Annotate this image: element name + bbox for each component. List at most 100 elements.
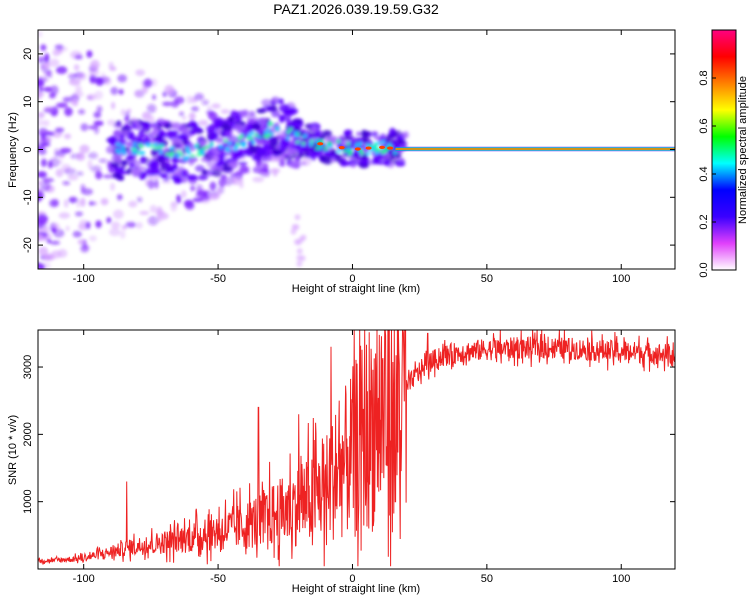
spectrogram-noise-blob bbox=[43, 61, 51, 70]
spectrogram-noise-blob bbox=[110, 182, 115, 191]
spectrogram-band-blob bbox=[198, 173, 209, 181]
spectrogram-noise-blob bbox=[135, 69, 145, 76]
spectrogram-band-blob bbox=[210, 165, 221, 171]
spectrogram-noise-blob bbox=[76, 198, 81, 209]
snr-y-axis: 1000 2000 3000 bbox=[22, 355, 675, 514]
spectrogram-noise-blob bbox=[51, 227, 57, 233]
spectrogram-core-blob bbox=[336, 149, 342, 153]
spectrogram-noise-blob bbox=[139, 210, 150, 216]
spectrogram-core-blob bbox=[314, 139, 320, 143]
spectrogram-noise-blob bbox=[63, 133, 72, 140]
spectrogram-band-blob bbox=[154, 166, 160, 173]
spectrogram-band-blob bbox=[111, 154, 122, 163]
spectrogram-noise-blob bbox=[80, 123, 89, 132]
colorbar-axis: 0.0 0.2 0.4 0.6 0.8 bbox=[698, 70, 716, 278]
spectrogram-band-blob bbox=[261, 104, 273, 112]
spectrogram-noise-blob bbox=[147, 179, 155, 190]
spectrogram-band-blob bbox=[131, 123, 137, 130]
spectrogram-noise-blob bbox=[118, 89, 124, 95]
spectrogram-noise-blob bbox=[59, 147, 72, 154]
spectrogram-band-blob bbox=[180, 169, 189, 178]
spectrogram-band-blob bbox=[355, 157, 362, 166]
spectrogram-x-axis: -100 -50 0 50 100 bbox=[73, 30, 630, 285]
spectrogram-noise-blob bbox=[74, 54, 83, 60]
spectrogram-noise-blob bbox=[63, 199, 69, 208]
spectrogram-noise-blob bbox=[211, 103, 221, 109]
spectrogram-noise-blob bbox=[245, 166, 250, 174]
spectrogram-noise-blob bbox=[150, 78, 158, 87]
spectrogram-band-blob bbox=[171, 163, 178, 171]
spectrogram-band-blob bbox=[125, 155, 134, 161]
spectrogram-core-blob bbox=[371, 145, 376, 150]
spectrogram-noise-blob bbox=[61, 46, 68, 52]
spectrogram-band-blob bbox=[379, 133, 387, 141]
spectrogram-noise-blob bbox=[196, 190, 208, 197]
spectrogram-noise-blob bbox=[119, 230, 126, 239]
spectrogram-noise-blob bbox=[63, 167, 76, 176]
spectrogram-noise-blob bbox=[164, 84, 175, 95]
spectrogram-noise-blob bbox=[262, 162, 269, 173]
spectrogram-core-blob bbox=[190, 154, 195, 158]
spectrogram-carrier-line bbox=[395, 148, 675, 150]
spectrogram-noise-blob bbox=[43, 107, 55, 114]
spectrogram-noise-blob bbox=[269, 168, 281, 173]
spectrogram-core-blob bbox=[288, 127, 293, 131]
spectrogram-band-blob bbox=[286, 119, 292, 128]
spectrogram-noise-blob bbox=[149, 204, 157, 214]
y-tick-label: -20 bbox=[22, 237, 34, 253]
spectrogram-band-blob bbox=[221, 129, 231, 138]
spectrogram-noise-blob bbox=[38, 171, 48, 179]
spectrogram-band-blob bbox=[271, 96, 280, 104]
spectrogram-noise-blob bbox=[293, 239, 300, 246]
spectrogram-noise-blob bbox=[93, 120, 104, 126]
spectrogram-image bbox=[38, 31, 675, 269]
spectrogram-noise-blob bbox=[55, 66, 68, 75]
spectrogram-band-blob bbox=[212, 118, 222, 125]
spectrogram-core-blob bbox=[235, 142, 241, 146]
spectrogram-core-blob bbox=[347, 152, 353, 156]
spectrogram-noise-blob bbox=[190, 185, 195, 192]
spectrogram-core-blob bbox=[309, 139, 315, 143]
spectrogram-band-blob bbox=[187, 123, 196, 128]
spectrogram-noise-blob bbox=[70, 98, 79, 106]
spectrogram-band-blob bbox=[251, 154, 262, 161]
spectrogram-band-blob bbox=[370, 131, 379, 137]
spectrogram-core-blob bbox=[327, 141, 332, 145]
x-tick-label: -50 bbox=[210, 573, 226, 585]
spectrogram-noise-blob bbox=[108, 168, 116, 173]
spectrogram-noise-blob bbox=[54, 127, 65, 133]
spectrogram-band-blob bbox=[278, 114, 286, 120]
spectrogram-core-blob bbox=[354, 143, 359, 147]
spectrogram-core-blob bbox=[154, 146, 159, 150]
spectrogram-band-blob bbox=[283, 155, 295, 161]
spectrogram-band-blob bbox=[278, 103, 290, 113]
spectrogram-core-blob bbox=[286, 130, 291, 135]
spectrogram-band-blob bbox=[114, 120, 122, 126]
spectrogram-noise-blob bbox=[76, 171, 84, 176]
spectrogram-core-blob bbox=[175, 154, 181, 158]
spectrogram-noise-blob bbox=[207, 193, 220, 201]
spectrogram-noise-blob bbox=[73, 64, 80, 71]
spectrogram-band-blob bbox=[290, 121, 300, 128]
spectrogram-band-blob bbox=[228, 135, 239, 141]
spectrogram-noise-blob bbox=[40, 132, 47, 142]
spectrogram-noise-blob bbox=[42, 119, 50, 127]
spectrogram-band-blob bbox=[360, 129, 368, 138]
spectrogram-band-blob bbox=[313, 151, 324, 158]
spectrogram-band-blob bbox=[280, 138, 291, 148]
spectrogram-noise-blob bbox=[110, 101, 116, 110]
spectrogram-noise-blob bbox=[126, 108, 132, 114]
spectrogram-band-blob bbox=[227, 116, 235, 123]
spectrogram-band-blob bbox=[259, 117, 267, 126]
spectrogram-core-blob bbox=[257, 135, 262, 139]
spectrogram-core-blob bbox=[376, 148, 382, 152]
spectrogram-core-blob bbox=[227, 141, 232, 145]
spectrogram-noise-blob bbox=[93, 111, 102, 119]
spectrogram-noise-blob bbox=[143, 78, 153, 88]
spectrogram-noise-blob bbox=[98, 158, 108, 163]
spectrogram-noise-blob bbox=[67, 174, 79, 181]
spectrogram-core-blob bbox=[165, 152, 170, 156]
spectrogram-noise-blob bbox=[88, 235, 97, 242]
spectrogram-noise-blob bbox=[148, 115, 155, 126]
